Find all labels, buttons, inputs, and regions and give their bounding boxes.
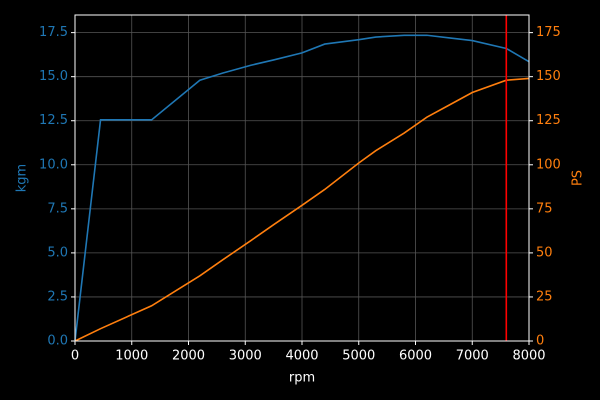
y2-tick-label: 100: [536, 157, 561, 172]
x-tick-label: 4000: [285, 349, 318, 364]
y2-tick-label: 50: [536, 245, 553, 260]
y-tick-label: 5.0: [47, 245, 68, 260]
x-tick-label: 1000: [115, 349, 148, 364]
y2-tick-label: 125: [536, 113, 561, 128]
y2-tick-label: 175: [536, 25, 561, 40]
y-tick-label: 17.5: [39, 25, 68, 40]
x-tick-label: 2000: [172, 349, 205, 364]
x-tick-label: 0: [71, 349, 79, 364]
plot-frame: [74, 14, 530, 342]
x-tick-label: 5000: [342, 349, 375, 364]
y2-axis-label: PS: [571, 170, 586, 186]
y-tick-label: 10.0: [39, 157, 68, 172]
y-axis-label: kgm: [15, 164, 30, 192]
y-tick-label: 7.5: [47, 201, 68, 216]
y-tick-label: 12.5: [39, 113, 68, 128]
x-tick-label: 3000: [229, 349, 262, 364]
y2-tick-label: 75: [536, 201, 553, 216]
x-tick-label: 7000: [456, 349, 489, 364]
y-tick-label: 15.0: [39, 69, 68, 84]
y-tick-label: 0.0: [47, 334, 68, 349]
x-axis-label: rpm: [289, 371, 315, 386]
y2-tick-label: 150: [536, 69, 561, 84]
x-tick-label: 6000: [399, 349, 432, 364]
line: [74, 77, 530, 342]
y2-tick-label: 25: [536, 289, 553, 304]
line: [74, 34, 530, 342]
x-tick-label: 8000: [512, 349, 545, 364]
y2-tick-label: 0: [536, 334, 544, 349]
y-tick-label: 2.5: [47, 289, 68, 304]
